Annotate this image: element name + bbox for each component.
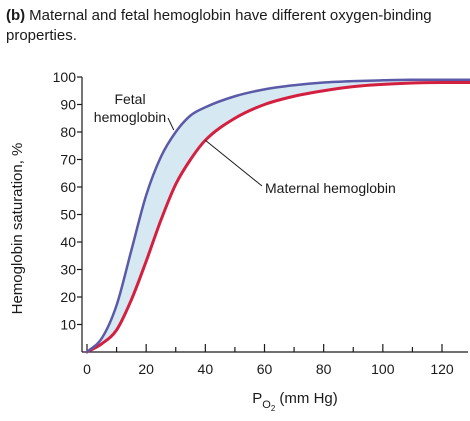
y-tick-label-60: 60	[60, 179, 76, 195]
maternal-hemoglobin-label: Maternal hemoglobin	[265, 180, 396, 196]
x-tick-label-80: 80	[316, 361, 332, 377]
x-axis-title: PO2 (mm Hg)	[252, 390, 338, 413]
figure-title: (b) Maternal and fetal hemoglobin have di…	[6, 6, 456, 46]
y-tick-label-40: 40	[60, 234, 76, 250]
x-tick-label-120: 120	[430, 361, 454, 377]
figure-part-label: (b)	[6, 7, 26, 24]
figure-title-text: Maternal and fetal hemoglobin have diffe…	[6, 7, 432, 44]
maternal-leader-line	[205, 139, 263, 187]
x-tick-label-20: 20	[138, 361, 154, 377]
y-tick-label-70: 70	[60, 152, 76, 168]
area-between-curves	[87, 79, 470, 352]
y-tick-label-80: 80	[60, 124, 76, 140]
y-tick-label-90: 90	[60, 97, 76, 113]
x-tick-label-40: 40	[198, 361, 214, 377]
y-tick-label-50: 50	[60, 207, 76, 223]
y-tick-label-20: 20	[60, 289, 76, 305]
y-tick-label-100: 100	[53, 69, 77, 85]
series-line-maternal-hemoglobin	[85, 81, 470, 354]
series-line-fetal-hemoglobin	[85, 78, 470, 354]
fetal-leader-line	[167, 117, 175, 131]
fetal-hemoglobin-label: Fetal hemoglobin	[94, 91, 166, 125]
x-tick-label-0: 0	[83, 361, 91, 377]
x-tick-label-100: 100	[371, 361, 395, 377]
y-axis-title: Hemoglobin saturation, %	[9, 143, 26, 315]
y-tick-label-10: 10	[60, 317, 76, 333]
x-tick-label-60: 60	[257, 361, 273, 377]
y-tick-label-30: 30	[60, 262, 76, 278]
